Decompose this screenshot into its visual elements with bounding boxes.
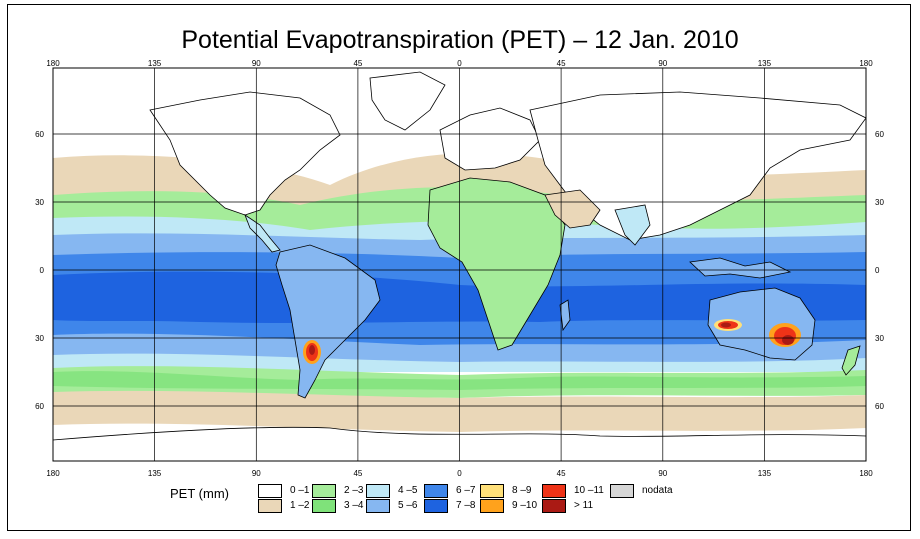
legend-swatch (366, 484, 390, 498)
right-ticks: 60 30 0 30 60 (875, 130, 884, 411)
map-title: Potential Evapotranspiration (PET) – 12 … (181, 26, 739, 54)
hotspot-east-australia (769, 323, 801, 347)
top-tick-label: 90 (252, 59, 261, 68)
bottom-tick-label: 90 (658, 469, 667, 478)
right-tick-label: 30 (875, 198, 884, 207)
bottom-ticks: 180 135 90 45 0 45 90 135 180 (46, 469, 873, 478)
top-tick-label: 45 (557, 59, 566, 68)
legend-label: 7 –8 (456, 500, 476, 511)
bottom-tick-label: 180 (46, 469, 60, 478)
legend-title: PET (mm) (170, 486, 229, 501)
legend-label: 5 –6 (398, 500, 418, 511)
right-tick-label: 30 (875, 334, 884, 343)
legend-swatch (424, 484, 448, 498)
left-tick-label: 60 (35, 130, 44, 139)
legend-swatch (312, 484, 336, 498)
legend-label: 4 –5 (398, 485, 418, 496)
right-tick-label: 0 (875, 266, 880, 275)
land-greenland (369, 71, 446, 131)
top-tick-label: 180 (46, 59, 60, 68)
bottom-tick-label: 0 (457, 469, 462, 478)
land-central-america (244, 213, 281, 253)
land-arabia (544, 189, 601, 229)
legend-swatch (424, 499, 448, 513)
left-tick-label: 0 (40, 266, 45, 275)
legend-swatch (480, 484, 504, 498)
top-ticks: 180 135 90 45 0 45 90 135 180 (46, 59, 873, 68)
land-europe (439, 107, 541, 171)
land-madagascar (559, 299, 571, 332)
legend-label: 0 –1 (290, 485, 310, 496)
legend-swatch (542, 484, 566, 498)
land-asia (529, 91, 866, 241)
top-tick-label: 135 (758, 59, 772, 68)
land-new-zealand (841, 345, 861, 376)
hotspot-west-australia (714, 319, 742, 331)
legend-swatch (542, 499, 566, 513)
land-africa (427, 177, 566, 351)
right-tick-label: 60 (875, 402, 884, 411)
bottom-tick-label: 135 (758, 469, 772, 478)
legend-label: 2 –3 (344, 485, 364, 496)
right-tick-label: 60 (875, 130, 884, 139)
legend-swatch (258, 484, 282, 498)
left-tick-label: 60 (35, 402, 44, 411)
top-tick-label: 90 (658, 59, 667, 68)
legend-label: nodata (642, 485, 673, 496)
graticule (53, 68, 866, 461)
legend-label: 9 –10 (512, 500, 538, 511)
top-tick-label: 0 (457, 59, 462, 68)
land-south-america (275, 244, 381, 399)
bottom-tick-label: 135 (148, 469, 162, 478)
left-ticks: 60 30 0 30 60 (35, 130, 44, 411)
legend-label: 10 –11 (574, 485, 604, 496)
land-north-america (149, 91, 341, 216)
legend-label: 6 –7 (456, 485, 476, 496)
hotspot-argentina (303, 340, 321, 364)
top-tick-label: 135 (148, 59, 162, 68)
bottom-tick-label: 90 (252, 469, 261, 478)
legend-label: 1 –2 (290, 500, 310, 511)
left-tick-label: 30 (35, 198, 44, 207)
land-indonesia (689, 257, 792, 279)
left-tick-label: 30 (35, 334, 44, 343)
legend-swatch (610, 484, 634, 498)
legend-swatch (258, 499, 282, 513)
land-india (614, 204, 651, 246)
legend-label: 8 –9 (512, 485, 532, 496)
bottom-tick-label: 45 (557, 469, 566, 478)
legend-swatch (366, 499, 390, 513)
top-tick-label: 45 (353, 59, 362, 68)
bottom-tick-label: 180 (859, 469, 873, 478)
legend-swatch (480, 499, 504, 513)
legend-swatch (312, 499, 336, 513)
legend-label: > 11 (574, 500, 593, 511)
top-tick-label: 180 (859, 59, 873, 68)
bottom-tick-label: 45 (353, 469, 362, 478)
legend-label: 3 –4 (344, 500, 364, 511)
